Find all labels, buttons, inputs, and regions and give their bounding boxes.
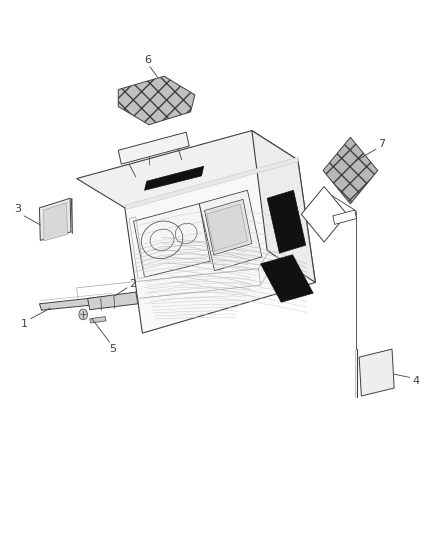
Polygon shape <box>207 204 247 251</box>
Polygon shape <box>39 296 114 310</box>
Polygon shape <box>267 190 306 253</box>
Polygon shape <box>333 210 357 224</box>
Polygon shape <box>125 160 315 333</box>
Polygon shape <box>90 317 106 323</box>
Text: 3: 3 <box>14 204 21 214</box>
Polygon shape <box>77 131 298 208</box>
Polygon shape <box>44 203 67 241</box>
Text: 6: 6 <box>145 55 152 64</box>
Polygon shape <box>205 199 252 255</box>
Text: 2: 2 <box>129 279 136 288</box>
Text: 5: 5 <box>110 344 117 353</box>
Text: 1: 1 <box>21 319 28 329</box>
Polygon shape <box>145 166 204 190</box>
Polygon shape <box>252 131 315 282</box>
Polygon shape <box>39 198 71 240</box>
Polygon shape <box>301 187 347 242</box>
Polygon shape <box>359 349 394 396</box>
Polygon shape <box>125 157 299 209</box>
Polygon shape <box>118 132 189 164</box>
Text: 7: 7 <box>378 139 385 149</box>
Polygon shape <box>134 204 210 277</box>
Text: 4: 4 <box>413 376 420 386</box>
Polygon shape <box>323 138 378 204</box>
Polygon shape <box>88 292 138 310</box>
Polygon shape <box>118 76 195 125</box>
Polygon shape <box>261 255 313 302</box>
Polygon shape <box>199 190 262 271</box>
Circle shape <box>79 309 88 320</box>
